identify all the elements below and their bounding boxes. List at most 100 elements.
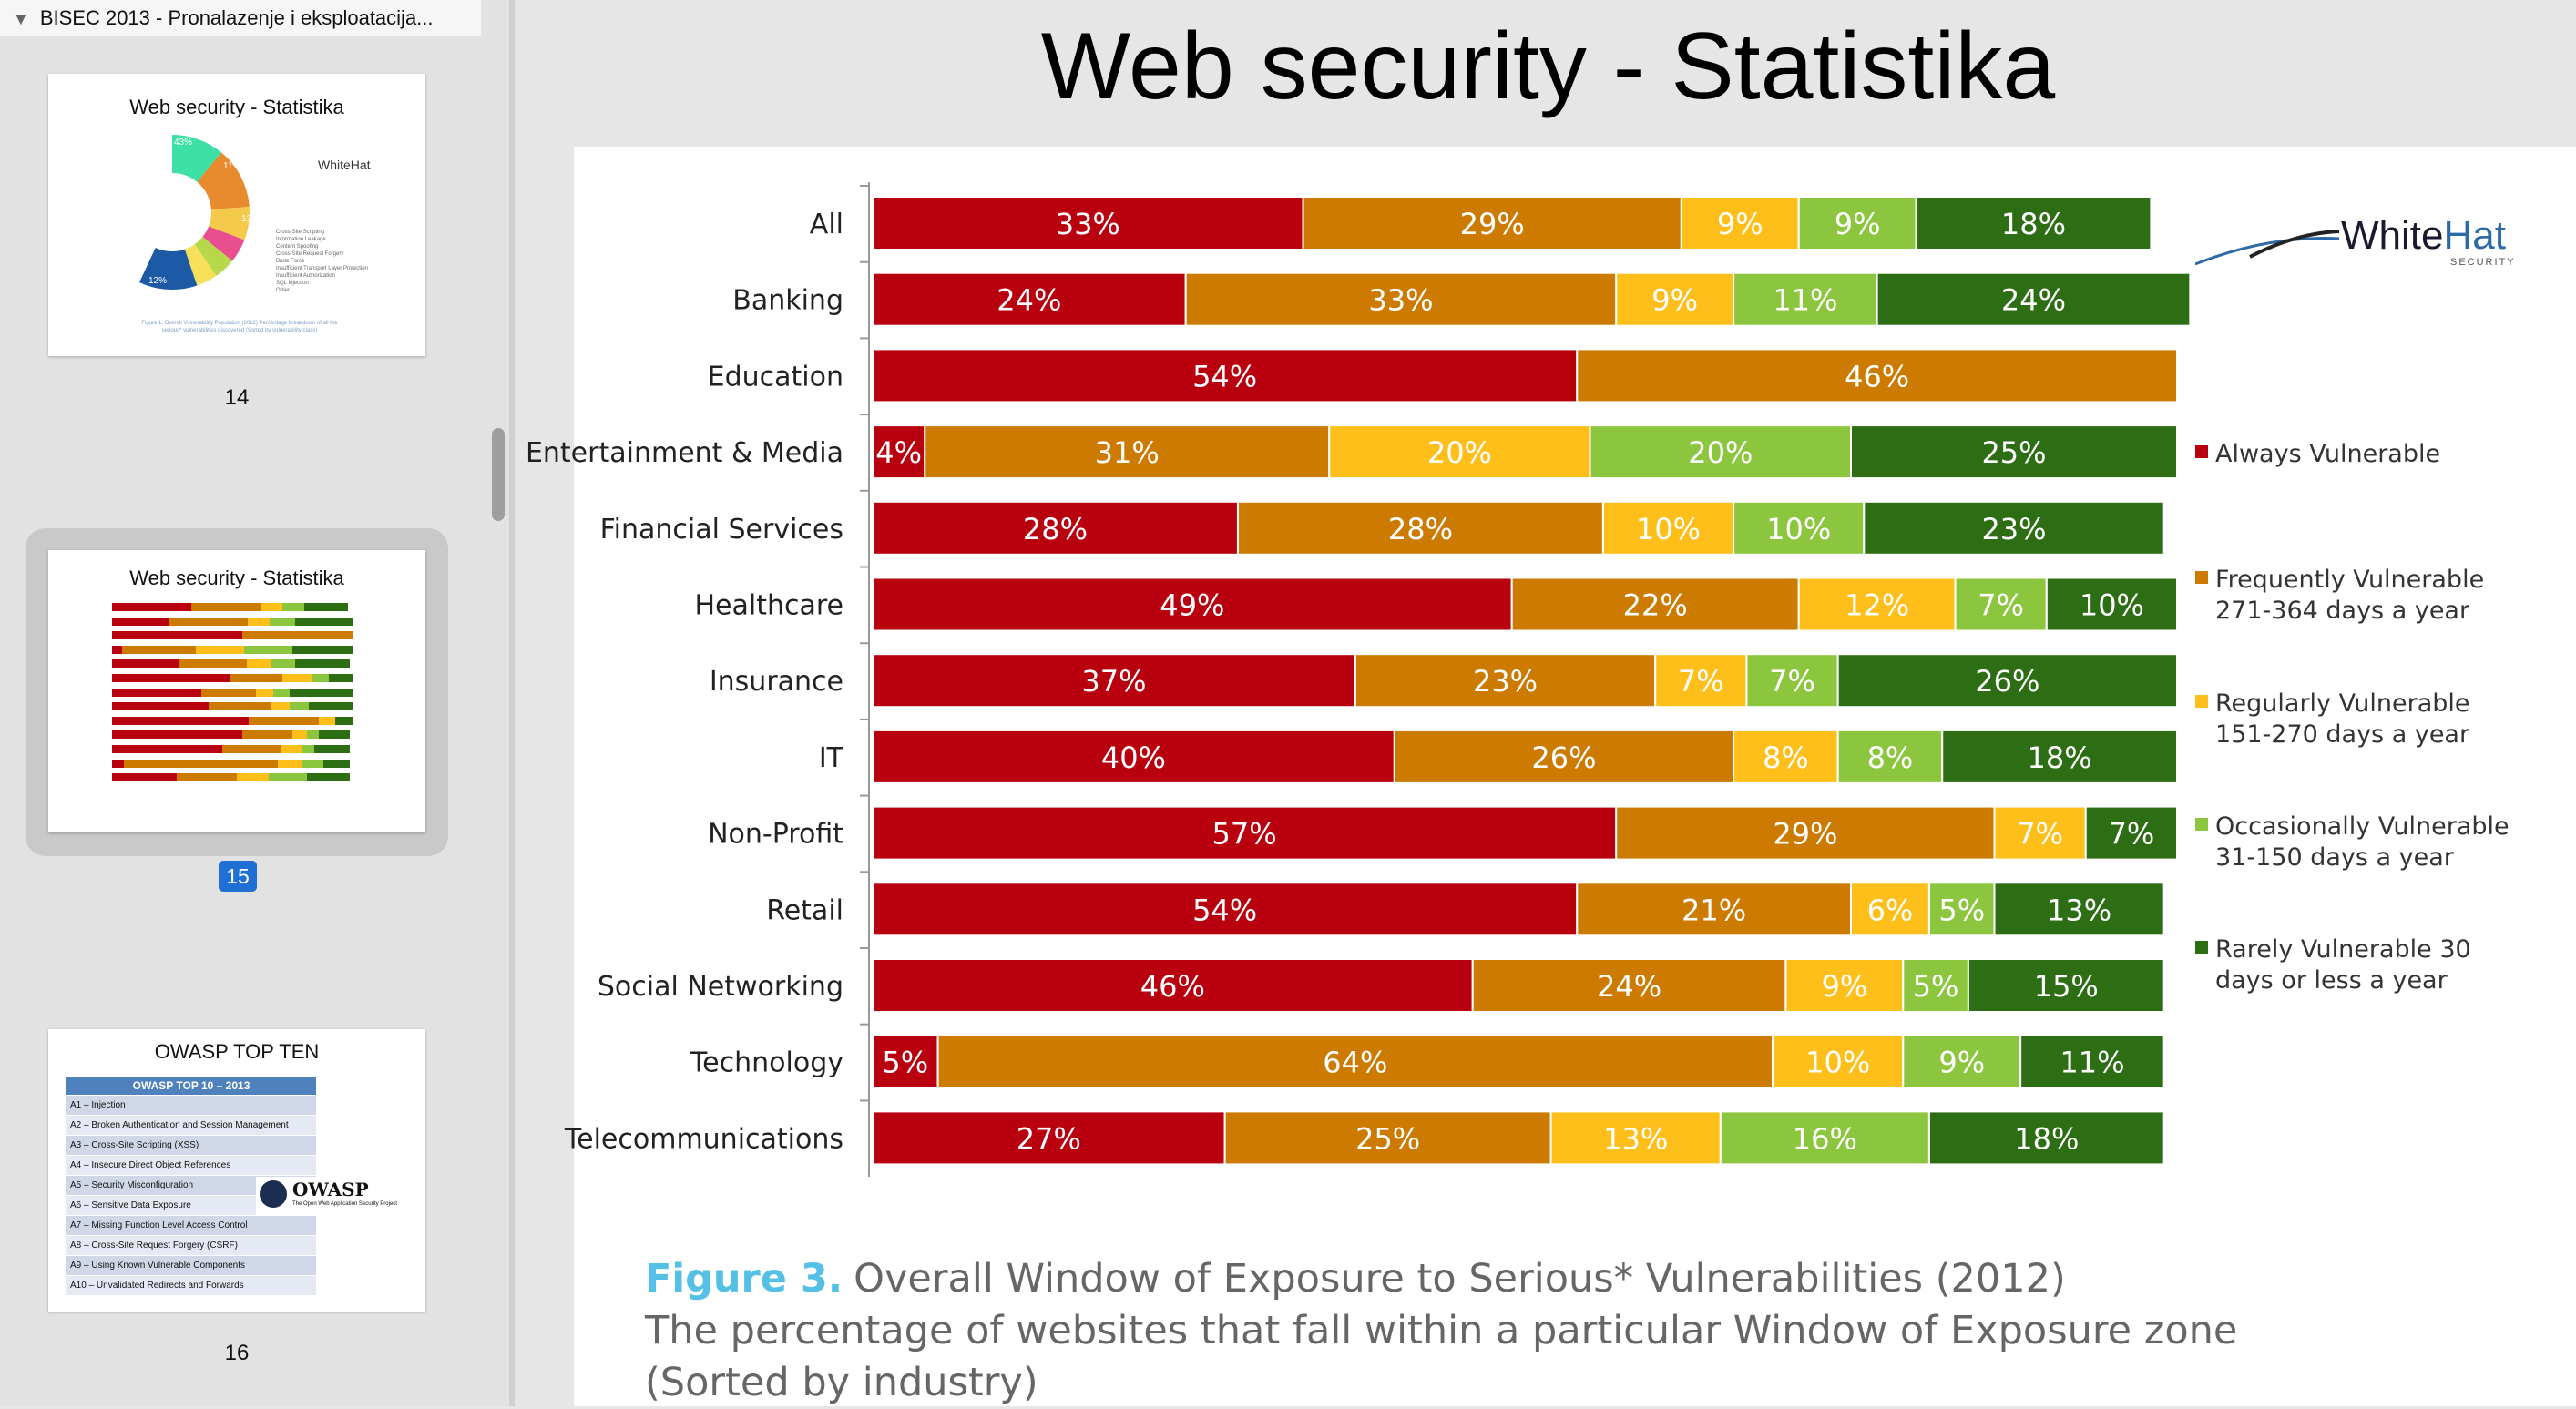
whitehat-logo-sub: SECURITY: [2450, 257, 2516, 268]
bar-segment: [1733, 500, 1866, 556]
category-label: Healthcare: [694, 590, 843, 622]
bar-segment: [936, 1034, 1774, 1089]
owasp-table-row: A5 – Security Misconfiguration: [66, 1176, 316, 1195]
mini-bar-segment: [269, 617, 296, 626]
mini-bar-segment: [295, 617, 353, 626]
mini-bar-row: [112, 688, 353, 697]
data-label: 54%: [1192, 893, 1257, 927]
mini-bar-segment: [294, 659, 351, 669]
mini-bar-segment: [280, 745, 302, 753]
thumbnail-page-15[interactable]: Web security - Statistika: [48, 550, 425, 832]
owasp-table-header: OWASP TOP 10 – 2013: [66, 1077, 316, 1095]
donut-chart-thumbnail: [95, 135, 250, 290]
mini-bar-segment: [306, 730, 319, 740]
owasp-table-thumbnail: OWASP TOP 10 – 2013 A1 – Injection A2 – B…: [66, 1077, 316, 1295]
data-label: 25%: [1355, 1121, 1420, 1156]
owasp-logo-sub: The Open Web Application Security Projec…: [292, 1201, 397, 1207]
bar-segment: [1236, 500, 1604, 556]
mini-bar-segment: [278, 759, 302, 768]
legend-swatch: [2195, 445, 2208, 458]
category-label: Banking: [732, 285, 843, 317]
data-label: 6%: [1867, 893, 1914, 927]
category-label: Technology: [690, 1047, 843, 1079]
mini-bar-segment: [112, 759, 125, 768]
data-label: 9%: [1651, 283, 1698, 318]
bar-segment: [1772, 1034, 1905, 1089]
bar-segment: [1589, 424, 1852, 480]
owasp-table-row: A8 – Cross-Site Request Forgery (CSRF): [66, 1236, 316, 1255]
bar-segment: [1302, 196, 1682, 250]
mini-bar-segment: [323, 759, 351, 768]
bar-segment: [1927, 1110, 2165, 1166]
owasp-table-row: A6 – Sensitive Data Exposure: [66, 1196, 316, 1215]
bar-segment: [872, 729, 1395, 784]
thumbnail-page-16[interactable]: OWASP TOP TEN OWASP TOP 10 – 2013 A1 – I…: [48, 1029, 425, 1312]
caption-line-3: (Sorted by industry): [645, 1360, 1038, 1405]
data-label: 18%: [2001, 207, 2066, 241]
sidebar-scrollbar[interactable]: [492, 428, 505, 521]
mini-bar-row: [112, 674, 353, 682]
mini-bar-row: [112, 773, 353, 782]
thumbnail-title: Web security - Statistika: [129, 567, 344, 589]
data-label: 7%: [1978, 588, 2024, 623]
bar-segment: [1510, 577, 1800, 632]
mini-bar-segment: [312, 674, 329, 682]
mini-bar-segment: [271, 659, 295, 669]
bar-segment: [1549, 1110, 1722, 1166]
thumbnail-page-14[interactable]: Web security - Statistika 43% 11% 13% 12…: [48, 74, 425, 356]
disclosure-triangle-icon[interactable]: ▼: [13, 10, 29, 28]
bar-segment: [1615, 805, 1996, 861]
data-label: 29%: [1773, 817, 1837, 852]
data-label: 8%: [1763, 740, 1809, 775]
mini-bar-segment: [306, 773, 351, 782]
bar-segment: [872, 577, 1513, 632]
mini-bar-row: [112, 702, 353, 711]
caption-line-1: Figure 3. Overall Window of Exposure to S…: [645, 1256, 2066, 1302]
mini-bar-segment: [282, 603, 305, 611]
mini-bar-segment: [191, 603, 261, 611]
category-label: All: [810, 209, 843, 240]
mini-bar-segment: [241, 730, 292, 740]
data-label: 16%: [1793, 1121, 1857, 1156]
mini-bar-segment: [179, 659, 247, 669]
category-label: Education: [708, 361, 843, 393]
data-label: 13%: [2047, 893, 2111, 927]
mini-bar-segment: [112, 674, 230, 682]
legend-label: Always Vulnerable: [2215, 440, 2440, 468]
document-title-bar[interactable]: ▼ BISEC 2013 - Pronalazenje i eksploataci…: [0, 0, 481, 36]
thumbnail-legend: Cross-Site Scripting Information Leakage…: [276, 230, 368, 293]
data-label: 7%: [1678, 664, 1724, 699]
mini-bar-row: [112, 730, 353, 740]
mini-bar-row: [112, 631, 353, 640]
owasp-logo: OWASP The Open Web Application Security …: [256, 1177, 425, 1215]
mini-bar-segment: [247, 617, 270, 626]
bar-segment: [2084, 805, 2179, 861]
data-label: 13%: [1603, 1121, 1668, 1156]
data-label: 23%: [1473, 664, 1538, 699]
bar-segment: [872, 958, 1474, 1013]
bar-segment: [1576, 348, 2178, 403]
data-label: 5%: [1938, 893, 1985, 927]
data-label: 28%: [1388, 512, 1453, 546]
data-label: 20%: [1427, 435, 1492, 470]
bar-segment: [872, 424, 926, 480]
figure-caption: Figure 3. Overall Window of Exposure to S…: [645, 1253, 2376, 1409]
data-label: 40%: [1101, 740, 1166, 775]
data-label: 64%: [1323, 1046, 1387, 1080]
bar-segment: [2045, 577, 2179, 632]
bar-segment: [1223, 1110, 1552, 1166]
mini-bar-row: [112, 659, 353, 669]
data-label: 10%: [1805, 1046, 1870, 1080]
whitehat-logo-mini: WhiteHat: [318, 158, 371, 172]
mini-bar-segment: [112, 730, 242, 740]
category-label: Telecommunications: [564, 1123, 843, 1155]
legend-label: 151-270 days a year: [2215, 720, 2470, 749]
mini-bar-segment: [291, 645, 353, 654]
figure-label: Figure 3.: [645, 1256, 843, 1302]
thumbnail-title: OWASP TOP TEN: [154, 1040, 320, 1063]
mini-bar-segment: [271, 702, 291, 711]
whitehat-logo-text: WhiteHat: [2341, 213, 2506, 258]
mini-bar-segment: [302, 745, 314, 753]
owasp-logo-icon: [260, 1180, 287, 1208]
bar-segment: [1850, 424, 2178, 480]
